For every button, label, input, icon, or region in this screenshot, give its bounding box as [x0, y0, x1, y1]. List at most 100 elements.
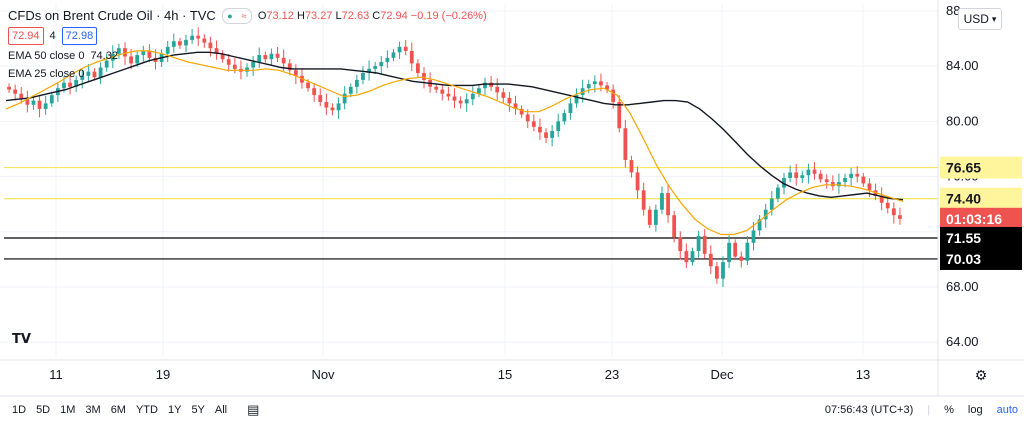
price-tick-label: 64.00	[946, 334, 979, 349]
candle-body	[879, 195, 884, 203]
candle-body	[617, 102, 622, 129]
candle-body	[306, 82, 310, 89]
candle-body	[483, 82, 487, 89]
candle-body	[98, 67, 103, 78]
clock-time[interactable]: 07:56:43 (UTC+3)	[824, 404, 914, 416]
candle-body	[696, 235, 701, 252]
candle-body	[25, 99, 30, 105]
market-status-icon: ● ≈	[221, 8, 252, 24]
ema25-line	[5, 50, 904, 236]
candle-body	[592, 81, 597, 85]
candle-body	[824, 179, 829, 183]
timeframe-6m[interactable]: 6M	[110, 404, 126, 416]
candle-body	[275, 53, 280, 58]
candle-body	[446, 93, 451, 97]
candle-body	[769, 198, 774, 210]
candle-body	[361, 73, 365, 80]
ema25-label[interactable]: EMA 25 close 0	[8, 68, 85, 80]
bottom-toolbar: 1D 5D 1M 3M 6M YTD 1Y 5Y All ▤ 07:56:43 (UTC+3) …	[12, 402, 1018, 417]
candle-body	[92, 71, 97, 78]
timeframe-1y[interactable]: 1Y	[167, 404, 182, 416]
currency-selector[interactable]: USD ▾	[958, 8, 1002, 30]
candle-body	[690, 251, 695, 263]
candle-body	[147, 50, 152, 58]
percent-toggle[interactable]: %	[944, 404, 954, 416]
time-tick-label: 15	[498, 367, 512, 382]
candle-body	[605, 85, 609, 90]
candle-body	[830, 182, 835, 187]
candle-body	[373, 66, 378, 69]
candle-body	[129, 56, 133, 64]
buy-price-box[interactable]: 72.98	[61, 27, 98, 45]
candle-body	[849, 173, 854, 178]
candle-body	[611, 89, 616, 103]
candle-body	[574, 95, 579, 104]
candle-body	[684, 251, 689, 263]
tradingview-logo-icon[interactable]: TV	[12, 332, 31, 347]
candle-body	[678, 237, 683, 252]
candle-body	[586, 84, 591, 89]
candle-body	[861, 176, 866, 184]
price-label-box	[940, 156, 1022, 179]
candle-body	[495, 86, 500, 93]
price-label-text: 01:03:16	[946, 211, 1002, 227]
candle-body	[757, 219, 762, 231]
candle-body	[629, 159, 634, 173]
ema50-label[interactable]: EMA 50 close 0	[8, 50, 85, 62]
ohlc-values: O73.12 H73.27 L72.63 C72.94 −0.19 (−0.26…	[257, 10, 487, 22]
candle-body	[263, 55, 268, 60]
candle-body	[226, 59, 231, 65]
candle-body	[415, 63, 420, 74]
candle-body	[403, 46, 408, 51]
log-toggle[interactable]: log	[967, 404, 983, 416]
candle-body	[660, 193, 664, 210]
candle-body	[556, 121, 561, 131]
candle-body	[702, 235, 707, 254]
timeframe-all[interactable]: All	[214, 404, 228, 416]
time-tick-label: Nov	[311, 367, 335, 382]
candle-body	[287, 63, 292, 71]
candle-body	[354, 79, 359, 87]
symbol-title[interactable]: CFDs on Brent Crude Oil · 4h · TVC	[8, 8, 216, 23]
candle-body	[855, 173, 860, 177]
price-label-box	[940, 226, 1022, 249]
timeframe-1d[interactable]: 1D	[12, 404, 27, 416]
candle-body	[312, 88, 317, 96]
price-tick-label: 88	[946, 3, 960, 18]
candle-body	[269, 53, 274, 60]
candle-body	[550, 130, 555, 138]
time-tick-label: 11	[49, 367, 63, 382]
timeframe-3m[interactable]: 3M	[85, 404, 101, 416]
timeframe-ytd[interactable]: YTD	[135, 404, 158, 416]
settings-gear-icon[interactable]: ⚙	[975, 367, 988, 383]
sell-price-box[interactable]: 72.94	[8, 27, 44, 45]
timeframe-5d[interactable]: 5D	[36, 404, 51, 416]
timeframe-1m[interactable]: 1M	[60, 404, 76, 416]
spread-value: 4	[49, 30, 56, 42]
candle-body	[165, 46, 170, 54]
auto-scale-toggle[interactable]: auto	[996, 404, 1018, 416]
candle-body	[727, 242, 731, 263]
candle-body	[123, 48, 127, 57]
candle-body	[501, 92, 506, 98]
time-tick-label: 19	[156, 367, 170, 382]
time-tick-label: Dec	[710, 367, 734, 382]
timeframe-5y[interactable]: 5Y	[191, 404, 205, 416]
date-range-icon[interactable]: ▤	[247, 402, 260, 417]
price-labels: 76.65 74.40 01:03:16 71.55 70.03	[940, 156, 1022, 270]
candle-body	[818, 173, 823, 180]
candle-body	[19, 93, 24, 100]
candle-body	[519, 108, 524, 115]
candle-body	[891, 208, 896, 216]
candle-body	[281, 57, 286, 64]
candle-body	[330, 107, 335, 111]
candle-body	[135, 55, 140, 64]
candle-body	[251, 61, 256, 68]
candle-body	[80, 75, 85, 80]
candle-body	[885, 202, 890, 209]
candle-body	[324, 102, 329, 108]
price-label-text: 71.55	[946, 230, 981, 246]
candle-body	[440, 89, 445, 94]
candle-body	[525, 114, 530, 122]
